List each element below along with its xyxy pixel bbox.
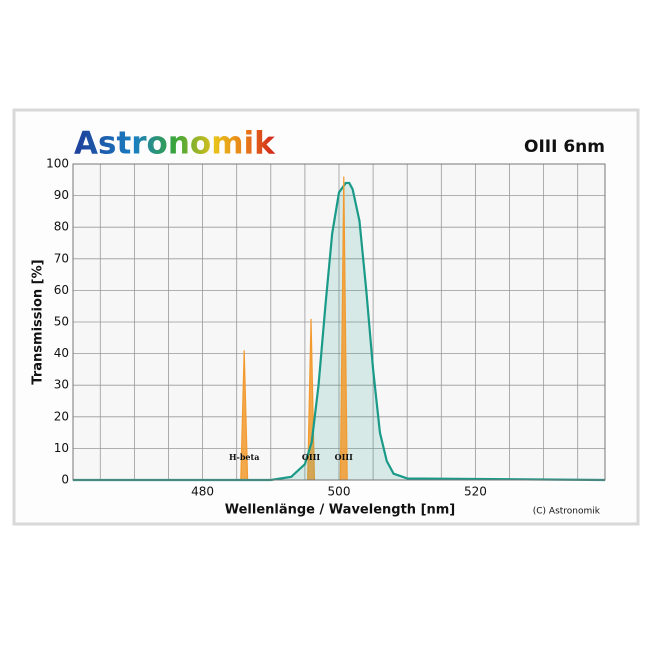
brand-logo: Astronomik — [74, 126, 276, 162]
series-area — [240, 350, 248, 480]
x-axis-label: Wellenlänge / Wavelength [nm] — [225, 503, 456, 518]
y-tick-label: 0 — [61, 473, 69, 487]
credit: (C) Astronomik — [533, 507, 601, 517]
series-line — [339, 176, 348, 481]
chart-title: OIII 6nm — [524, 137, 605, 157]
series-area — [340, 176, 348, 480]
y-axis-label: Transmission [%] — [31, 259, 46, 384]
y-tick-label: 50 — [54, 315, 69, 329]
y-tick-label: 100 — [46, 157, 69, 171]
y-tick-label: 90 — [54, 188, 69, 202]
series-area — [73, 182, 605, 480]
y-tick-label: 30 — [54, 378, 69, 392]
series-line — [73, 181, 606, 482]
y-tick-label: 70 — [54, 251, 69, 265]
plot-border — [72, 163, 606, 481]
annotation: H-beta — [229, 452, 259, 462]
series-line — [240, 350, 249, 481]
y-tick-label: 20 — [54, 409, 69, 423]
x-tick-label: 480 — [191, 485, 214, 499]
y-tick-label: 60 — [54, 283, 69, 297]
annotation: OIII — [302, 452, 320, 462]
annotation: OIII — [335, 452, 353, 462]
x-tick-label: 520 — [464, 485, 487, 499]
y-tick-label: 80 — [54, 220, 69, 234]
y-tick-label: 10 — [54, 441, 69, 455]
x-tick-label: 500 — [328, 485, 351, 499]
y-tick-label: 40 — [54, 346, 69, 360]
